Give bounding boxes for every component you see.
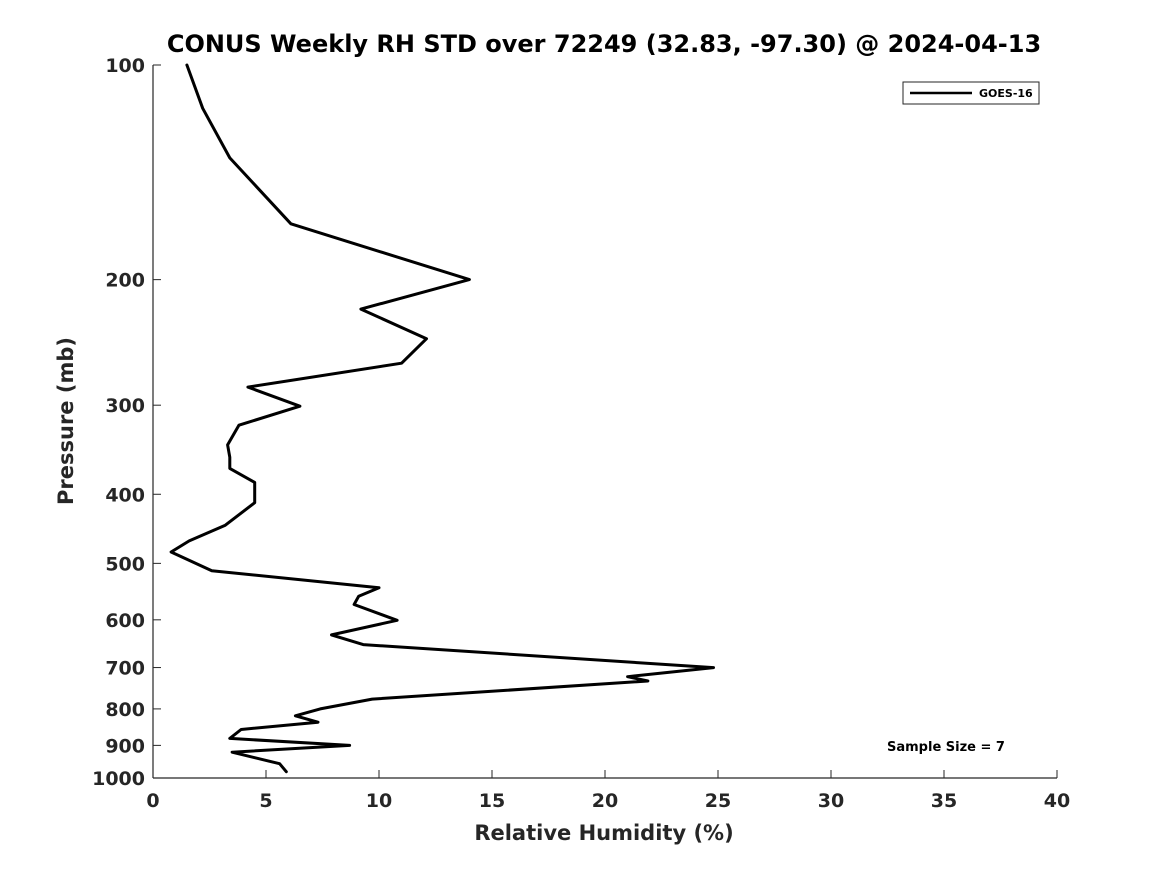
- x-tick-label: 5: [259, 790, 272, 812]
- x-tick-label: 10: [366, 790, 392, 812]
- legend: GOES-16: [902, 81, 1040, 105]
- series-group: [169, 63, 715, 774]
- x-tick-label: 15: [479, 790, 505, 812]
- y-tick-label: 800: [105, 699, 145, 721]
- x-tick-label: 35: [931, 790, 957, 812]
- y-tick-label: 500: [105, 553, 145, 575]
- y-tick-label: 100: [105, 55, 145, 77]
- x-ticks: 0 5 10 15 20 25 30 35 40: [146, 770, 1070, 812]
- sample-size-annotation: Sample Size = 7: [887, 740, 1005, 755]
- y-tick-label: 400: [105, 484, 145, 506]
- y-ticks: 100 200 300 400 500 600 700 800 900 1000: [92, 55, 161, 790]
- legend-label-goes-16: GOES-16: [979, 87, 1033, 100]
- x-tick-label: 40: [1044, 790, 1070, 812]
- y-tick-label: 600: [105, 610, 145, 632]
- y-tick-label: 900: [105, 735, 145, 757]
- y-tick-label: 700: [105, 658, 145, 680]
- y-tick-label: 1000: [92, 768, 145, 790]
- y-axis-label: Pressure (mb): [54, 337, 78, 505]
- plot-area: [153, 65, 1057, 778]
- series-line-goes-16: [169, 63, 715, 774]
- y-tick-label: 300: [105, 395, 145, 417]
- x-tick-label: 20: [592, 790, 618, 812]
- y-tick-label: 200: [105, 270, 145, 292]
- x-tick-label: 0: [146, 790, 159, 812]
- x-axis-label: Relative Humidity (%): [474, 821, 733, 845]
- x-tick-label: 25: [705, 790, 731, 812]
- chart-title: CONUS Weekly RH STD over 72249 (32.83, -…: [167, 30, 1041, 58]
- x-tick-label: 30: [818, 790, 844, 812]
